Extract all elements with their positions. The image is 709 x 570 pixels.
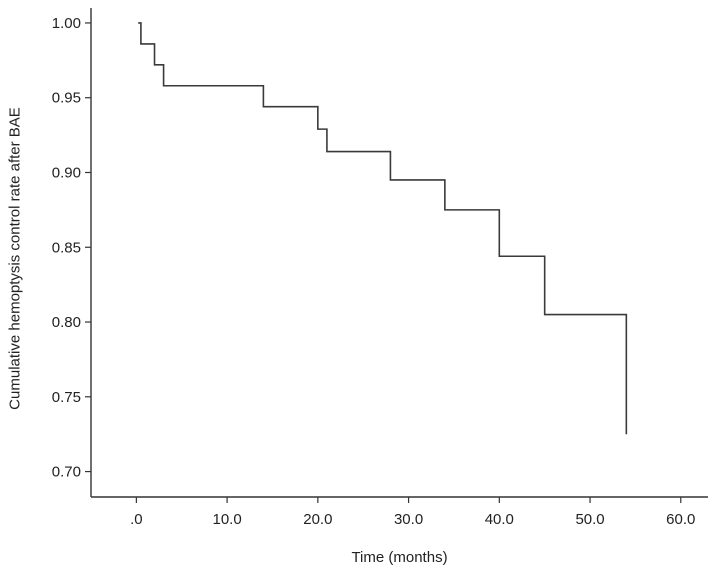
y-tick-label: 0.80 bbox=[52, 314, 81, 331]
y-tick-label: 0.90 bbox=[52, 164, 81, 181]
x-tick-label: .0 bbox=[130, 511, 143, 528]
series-group bbox=[138, 22, 628, 435]
x-tick-label: 50.0 bbox=[575, 511, 604, 528]
y-ticks: 0.70 0.75 0.80 0.85 0.90 0.95 1.00 bbox=[52, 15, 91, 481]
x-tick-label: 30.0 bbox=[394, 511, 423, 528]
x-tick-label: 10.0 bbox=[213, 511, 242, 528]
survival-step-line bbox=[138, 22, 628, 435]
y-tick-label: 0.95 bbox=[52, 90, 81, 107]
x-tick-label: 20.0 bbox=[303, 511, 332, 528]
x-axis-title: Time (months) bbox=[351, 549, 447, 566]
x-tick-label: 40.0 bbox=[485, 511, 514, 528]
y-tick-label: 0.85 bbox=[52, 239, 81, 256]
y-tick-label: 0.70 bbox=[52, 464, 81, 481]
y-tick-label: 0.75 bbox=[52, 389, 81, 406]
x-tick-label: 60.0 bbox=[666, 511, 695, 528]
x-ticks: .0 10.0 20.0 30.0 40.0 50.0 60.0 bbox=[130, 497, 695, 528]
y-axis-title: Cumulative hemoptysis control rate after… bbox=[6, 107, 23, 410]
y-tick-label: 1.00 bbox=[52, 15, 81, 32]
axes bbox=[90, 8, 708, 498]
